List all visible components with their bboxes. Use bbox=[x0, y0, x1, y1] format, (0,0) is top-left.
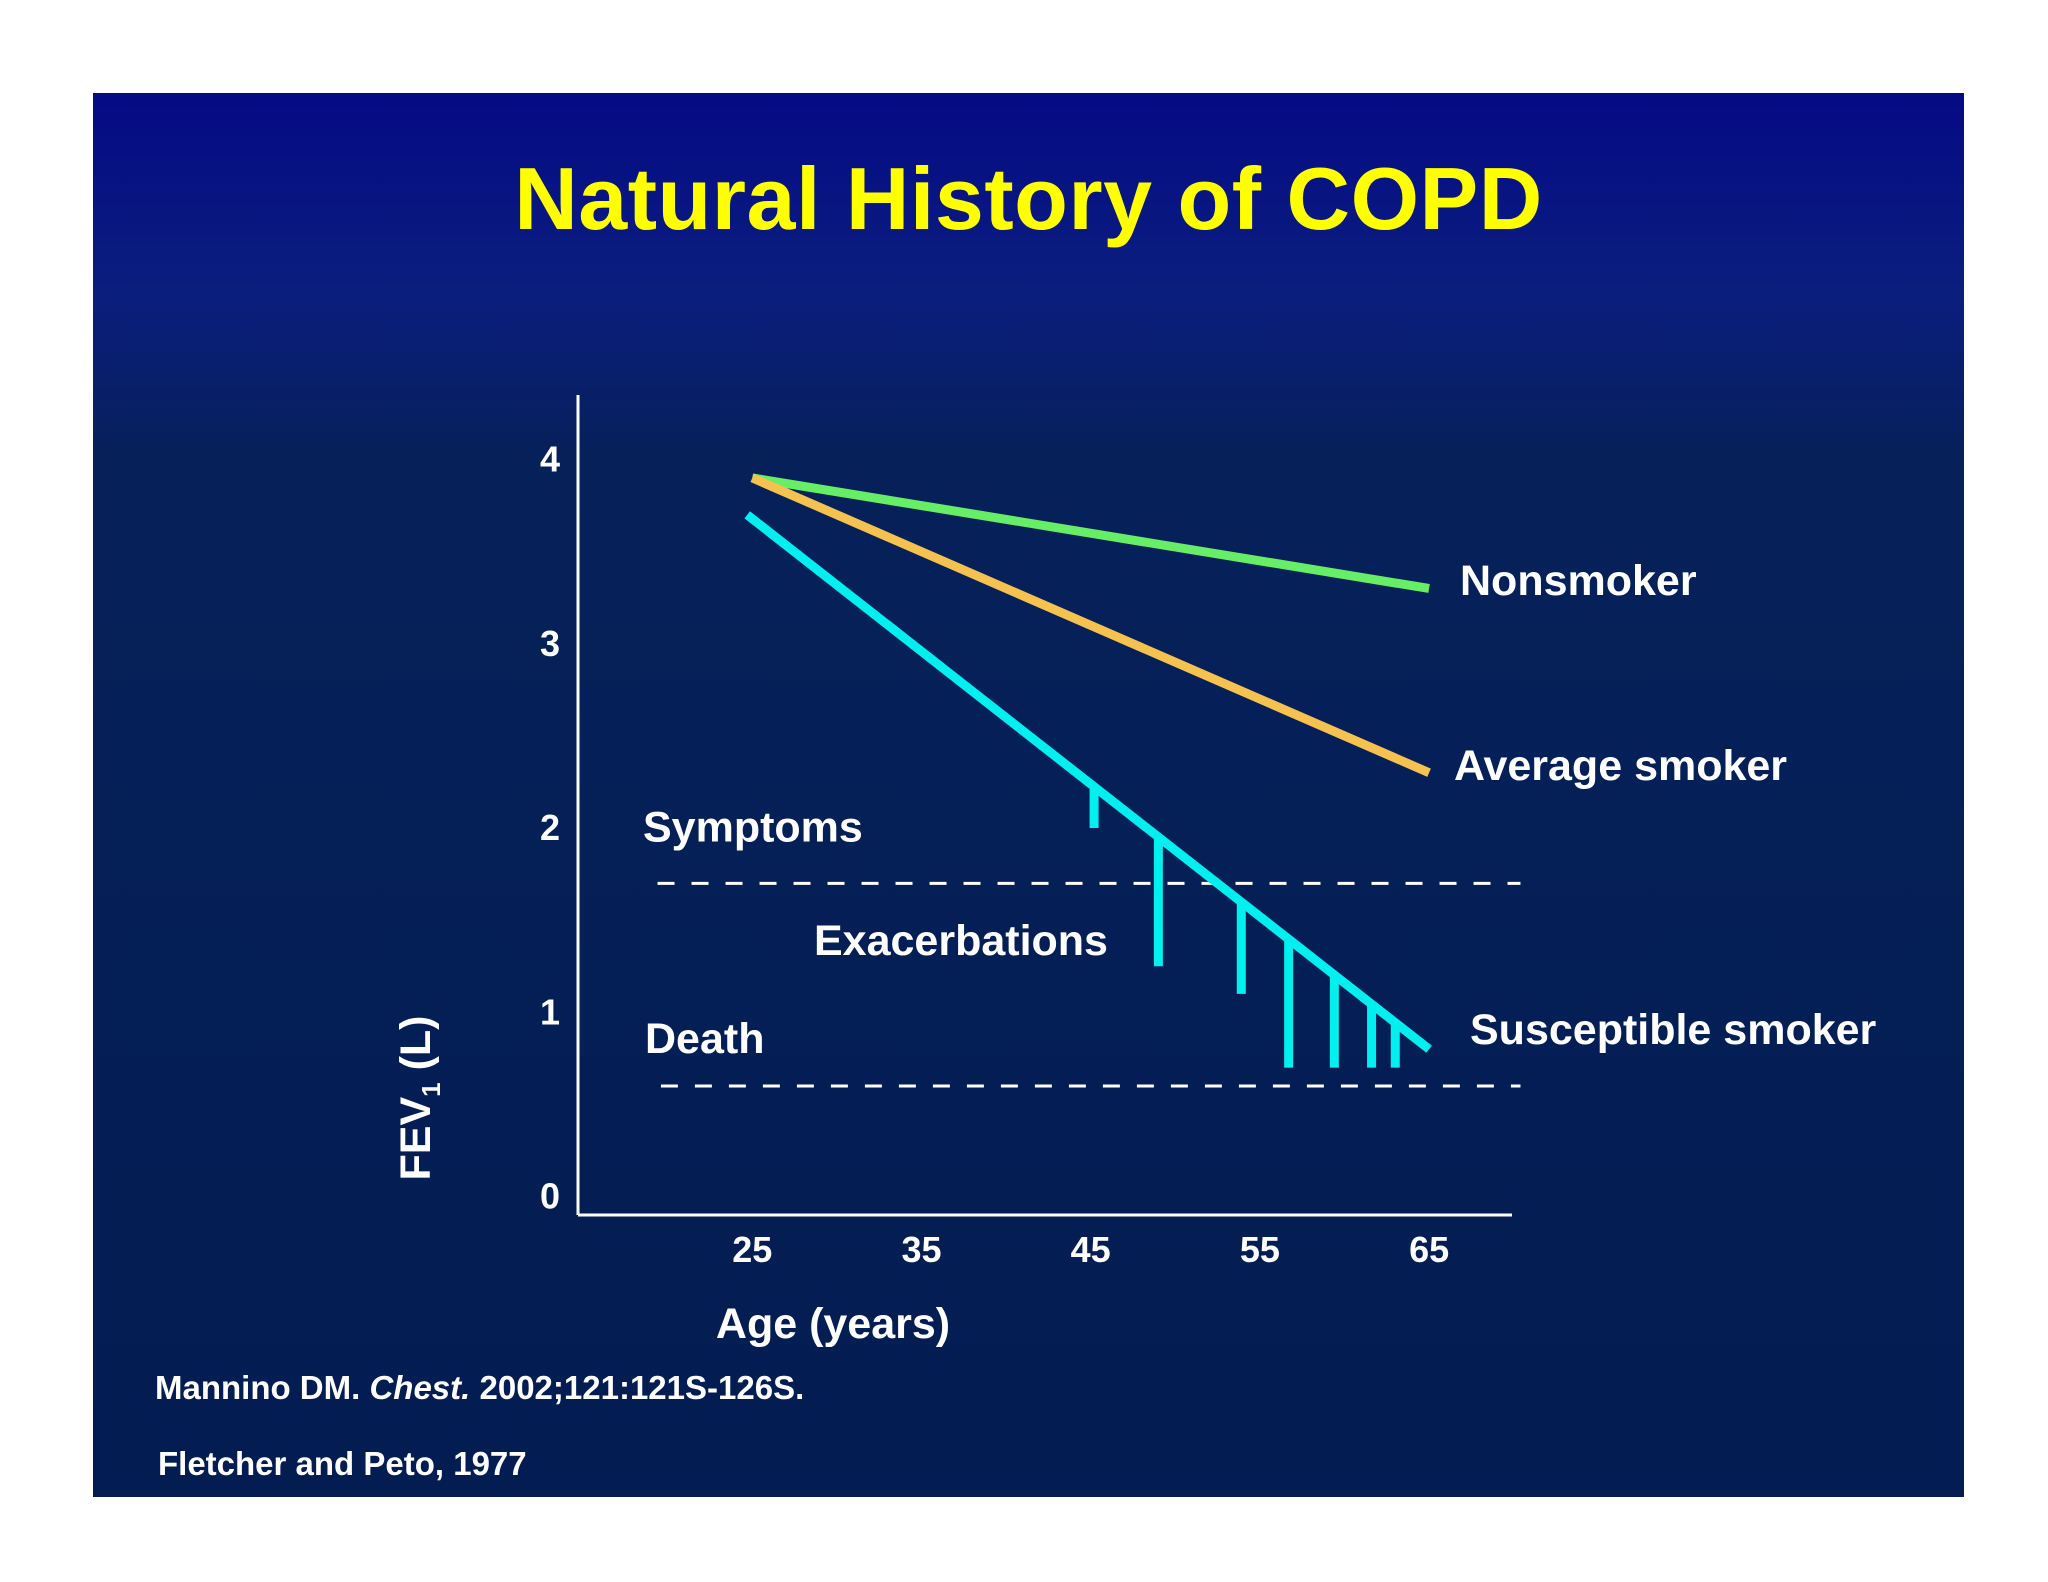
threshold-label-death: Death bbox=[645, 1015, 764, 1063]
x-tick-label: 45 bbox=[1071, 1229, 1111, 1270]
x-axis-title: Age (years) bbox=[716, 1300, 950, 1348]
y-axis-title-subscript: 1 bbox=[416, 1082, 446, 1096]
series-line-average-smoker bbox=[750, 473, 1431, 777]
y-tick-labels: 0 1 2 3 4 bbox=[540, 438, 560, 1216]
slide-background: Natural History of COPD Mannino DM. Ches… bbox=[93, 93, 1964, 1497]
y-axis-title-main: FEV bbox=[392, 1097, 440, 1181]
reference-mannino: Mannino DM. Chest. 2002;121:121S-126S. bbox=[155, 1369, 804, 1407]
y-tick-label: 4 bbox=[540, 438, 560, 479]
x-tick-label: 35 bbox=[901, 1229, 941, 1270]
series-lines: Nonsmoker Average smoker Susceptible smoke… bbox=[744, 473, 1877, 1054]
exacerbations-label: Exacerbations bbox=[814, 917, 1108, 965]
series-label-susceptible-smoker: Susceptible smoker bbox=[1470, 1006, 1877, 1054]
series-label-average-smoker: Average smoker bbox=[1454, 742, 1787, 790]
threshold-lines: Symptoms Death bbox=[643, 803, 1521, 1088]
series-label-nonsmoker: Nonsmoker bbox=[1460, 557, 1697, 605]
reference-mannino-author: Mannino DM. bbox=[155, 1369, 370, 1406]
series-line-nonsmoker bbox=[751, 473, 1430, 593]
reference-fletcher-peto: Fletcher and Peto, 1977 bbox=[158, 1445, 527, 1482]
reference-mannino-detail: 2002;121:121S-126S. bbox=[470, 1369, 805, 1406]
slide-title: Natural History of COPD bbox=[514, 149, 1543, 248]
y-tick-label: 2 bbox=[540, 807, 560, 848]
x-tick-labels: 25 35 45 55 65 bbox=[732, 1229, 1449, 1270]
y-axis-title: FEV1 (L) bbox=[392, 1016, 446, 1181]
exacerbation-marks: Exacerbations bbox=[814, 786, 1400, 1068]
x-tick-label: 55 bbox=[1240, 1229, 1280, 1270]
y-axis-title-unit: (L) bbox=[392, 1016, 440, 1083]
reference-mannino-journal: Chest. bbox=[369, 1369, 471, 1406]
x-tick-label: 25 bbox=[732, 1229, 772, 1270]
threshold-label-symptoms: Symptoms bbox=[643, 803, 863, 851]
y-tick-label: 0 bbox=[540, 1176, 560, 1217]
x-tick-label: 65 bbox=[1409, 1229, 1449, 1270]
y-tick-label: 1 bbox=[540, 991, 560, 1032]
series-line-susceptible-smoker bbox=[744, 511, 1432, 1053]
y-tick-label: 3 bbox=[540, 623, 560, 664]
